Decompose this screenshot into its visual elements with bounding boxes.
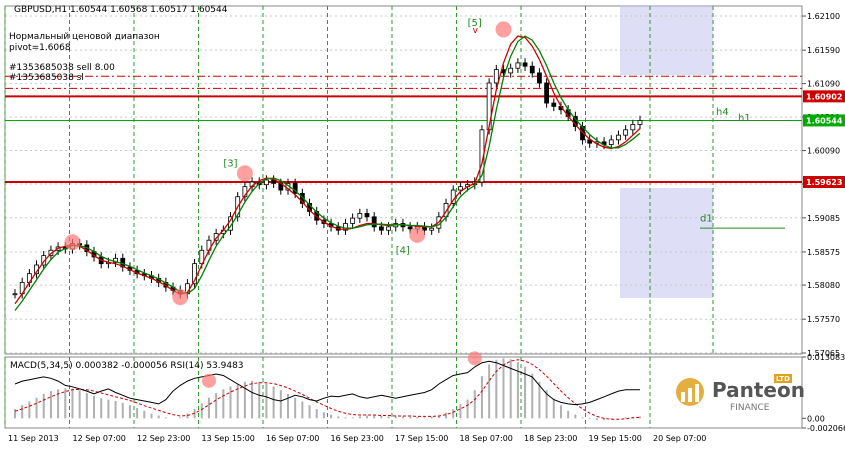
price-tick-label: 1.57065 xyxy=(807,349,840,358)
watermark-tagline: FINANCE xyxy=(730,403,770,413)
macd-tick-label: 0.013083 xyxy=(807,353,845,362)
candle-body xyxy=(407,226,413,230)
wave-label-4: [4] xyxy=(396,246,410,257)
candle-body xyxy=(357,213,363,219)
price-marker-label: 1.60902 xyxy=(806,92,842,101)
order-label: #1353685038 sell 8.00 xyxy=(9,63,115,73)
ma-slow-line xyxy=(14,35,641,311)
candle-body xyxy=(386,226,391,231)
macd-label: MACD(5,34,5) 0.000382 -0.000056 xyxy=(10,361,168,371)
candle-body xyxy=(292,182,298,194)
time-tick-label: 12 Sep 23:00 xyxy=(137,434,190,443)
wave-arrow: v xyxy=(473,26,479,36)
candle-body xyxy=(113,257,118,263)
candle-body xyxy=(515,62,521,69)
macd-peak-marker xyxy=(467,351,482,366)
wave-marker xyxy=(64,234,81,251)
watermark-badge-bg xyxy=(774,374,792,383)
wave-marker xyxy=(495,21,512,38)
candle-body xyxy=(299,192,305,204)
candle-body xyxy=(364,213,370,218)
price-tick-label: 1.58080 xyxy=(807,281,840,290)
candle-body xyxy=(350,217,356,224)
price-marker-label: 1.60544 xyxy=(806,116,843,125)
watermark-logo-bar xyxy=(688,388,692,402)
candle-body xyxy=(616,134,621,141)
candle-body xyxy=(371,216,377,228)
candle-body xyxy=(493,69,499,84)
time-tick-label: 11 Sep 2013 xyxy=(8,434,59,443)
price-tick-label: 1.59085 xyxy=(807,214,840,223)
price-tick-label: 1.61090 xyxy=(807,80,840,89)
pivot-label: pivot=1.6068 xyxy=(9,43,71,53)
rsi-line xyxy=(14,360,640,406)
wave-label-5: [5] xyxy=(468,18,482,29)
candle-body xyxy=(537,72,542,84)
watermark-logo-bar xyxy=(695,384,699,402)
macd-rsi-label: MACD(5,34,5) 0.000382 -0.000056 RSI(14) … xyxy=(10,361,244,372)
candle-body xyxy=(508,67,514,74)
level-tag-h1: h1 xyxy=(738,113,751,124)
price-tick-label: 1.60090 xyxy=(807,147,840,156)
macd-tick-label: 0.00 xyxy=(807,414,825,423)
candle-body xyxy=(486,82,492,131)
candle-body xyxy=(378,226,384,231)
time-tick-label: 17 Sep 15:00 xyxy=(395,434,448,443)
candle-body xyxy=(608,139,614,145)
price-tick-label: 1.61590 xyxy=(807,46,840,55)
price-marker-label: 1.59623 xyxy=(806,178,842,187)
time-tick-label: 19 Sep 15:00 xyxy=(589,434,642,443)
macd-tick-label: -0.002066 xyxy=(807,424,845,433)
candle-body xyxy=(544,82,550,104)
wave-label-3: [3] xyxy=(223,159,237,170)
macd-peak-marker xyxy=(201,373,216,388)
time-tick-label: 12 Sep 07:00 xyxy=(73,434,126,443)
wave-marker xyxy=(409,226,426,243)
candle-body xyxy=(529,65,535,74)
candle-body xyxy=(522,62,528,67)
macd-signal-line xyxy=(14,359,641,420)
ma-fast-line xyxy=(14,35,641,305)
wave-marker xyxy=(236,165,253,182)
time-tick-label: 20 Sep 07:00 xyxy=(653,434,706,443)
time-tick-label: 13 Sep 15:00 xyxy=(202,434,255,443)
price-tick-label: 1.58575 xyxy=(807,248,840,257)
price-tick-label: 1.62100 xyxy=(807,12,840,21)
candle-body xyxy=(343,223,348,231)
price-marker-box xyxy=(803,176,845,189)
price-marker-box xyxy=(803,114,845,127)
candle-body xyxy=(242,186,248,198)
price-marker-box xyxy=(803,90,845,103)
candle-body xyxy=(458,186,463,191)
candle-body xyxy=(551,102,557,107)
candle-body xyxy=(192,263,197,285)
price-tick-label: 1.57570 xyxy=(807,315,840,324)
candle-body xyxy=(623,129,629,136)
session-zone-top xyxy=(620,5,713,75)
stoploss-label: #1353685038 sl xyxy=(9,73,84,83)
chart-title: GBPUSD,H1 1.60544 1.60568 1.60517 1.6054… xyxy=(14,5,228,15)
watermark-logo-bar xyxy=(681,392,685,402)
candle-body xyxy=(637,120,643,125)
candle-body xyxy=(12,293,18,296)
level-tag-h4: h4 xyxy=(716,107,729,118)
session-zone-bottom xyxy=(620,188,713,298)
time-tick-label: 18 Sep 07:00 xyxy=(460,434,513,443)
indicator-range-label: Нормальный ценовой диапазон xyxy=(9,32,160,42)
wave-marker xyxy=(172,289,189,306)
watermark-badge: LTD xyxy=(776,375,790,383)
rsi-label: RSI(14) 53.9483 xyxy=(170,361,244,371)
time-tick-label: 16 Sep 07:00 xyxy=(266,434,319,443)
level-tag-d1: d1 xyxy=(700,213,713,224)
time-tick-label: 18 Sep 23:00 xyxy=(524,434,577,443)
candle-body xyxy=(429,227,435,231)
candle-body xyxy=(630,124,636,131)
time-tick-label: 16 Sep 23:00 xyxy=(331,434,384,443)
candle-body xyxy=(264,179,269,186)
